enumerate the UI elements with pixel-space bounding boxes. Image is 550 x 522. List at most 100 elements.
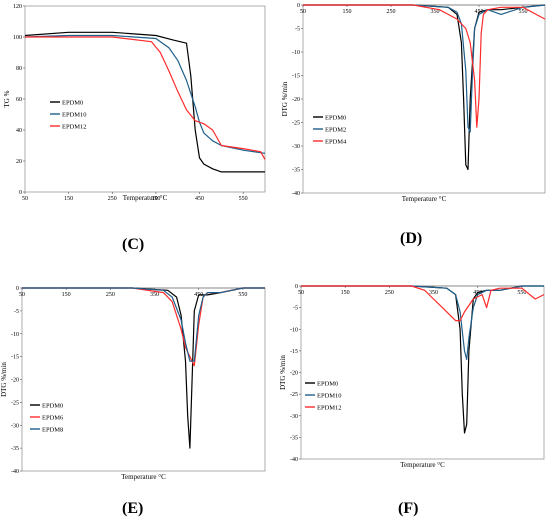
x-tick-label: 50 [298,290,304,296]
panel-label-f: (F) [398,500,419,517]
series-line-epdm12 [25,36,266,160]
y-tick-label: -40 [11,469,19,475]
x-axis-title: Temperature °C [402,195,447,203]
series-line-epdm12 [301,285,545,322]
legend-label: EPDM12 [62,124,87,131]
x-tick-label: 50 [300,9,306,15]
x-tick-label: 50 [19,292,25,298]
y-tick-label: 120 [13,4,22,10]
y-tick-label: -40 [290,457,298,463]
y-tick-label: -25 [11,400,19,406]
y-tick-label: -25 [292,121,300,127]
legend-label: EPDM12 [317,405,342,412]
plot-frame [21,287,266,472]
x-tick-label: 350 [151,196,160,202]
y-tick-label: -15 [290,349,298,355]
x-tick-label: 150 [343,9,352,15]
x-axis-title: Temperature °C [123,194,168,202]
y-tick-label: -20 [290,371,298,377]
x-tick-label: 550 [238,292,247,298]
legend: EPDM0 EPDM6 EPDM8 [30,403,64,434]
x-tick-label: 350 [431,9,440,15]
y-tick-label: 20 [16,159,22,165]
y-tick-label: -5 [14,309,19,315]
y-tick-label: -30 [290,414,298,420]
legend-label: EPDM0 [62,100,83,107]
panel-label-c: (C) [122,236,145,253]
y-tick-label: 60 [16,97,22,103]
x-tick-label: 150 [62,292,71,298]
legend-label: EPDM6 [42,415,64,422]
x-tick-label: 350 [150,292,159,298]
y-tick-label: 80 [16,66,22,72]
plot-frame [302,4,546,194]
x-axis-title: Temperature °C [121,473,166,481]
x-tick-label: 250 [108,196,117,202]
x-axis-title: Temperature °C [400,461,445,469]
legend-label: EPDM0 [325,115,346,122]
y-tick-label: 0 [16,286,19,292]
y-tick-label: 0 [19,190,22,196]
plot-frame [300,285,545,460]
legend-label: EPDM0 [317,381,338,388]
plot-frame [24,5,266,193]
y-tick-label: -15 [11,355,19,361]
y-tick-label: 0 [295,284,298,290]
legend-label: EPDM0 [42,403,63,410]
x-tick-label: 250 [387,9,396,15]
y-tick-label: -25 [290,392,298,398]
y-axis-title: DTG %/min [0,362,8,397]
y-tick-label: -30 [292,144,300,150]
y-tick-label: 100 [13,35,22,41]
series-line-epdm0 [24,31,265,173]
legend-label: EPDM2 [325,127,346,134]
x-tick-label: 350 [429,290,438,296]
y-axis-title: DTG %/min [279,355,287,390]
series-line-epdm0 [22,287,265,449]
x-tick-label: 450 [195,196,204,202]
y-tick-label: -40 [292,191,300,197]
series-line-epdm8 [22,287,265,362]
y-tick-label: -15 [292,74,300,80]
legend: EPDM0 EPDM10 EPDM12 [50,100,87,131]
x-tick-label: 550 [519,9,528,15]
legend-label: EPDM4 [325,139,347,146]
x-tick-label: 50 [22,196,28,202]
x-tick-label: 550 [239,196,248,202]
y-tick-label: -20 [11,378,19,384]
y-tick-label: 40 [16,128,22,134]
legend: EPDM0 EPDM2 EPDM4 [313,115,347,146]
x-tick-label: 250 [385,290,394,296]
y-tick-label: -20 [292,97,300,103]
y-tick-label: -30 [11,423,19,429]
series-line-epdm6 [22,287,265,367]
y-tick-label: -35 [11,446,19,452]
y-axis-title: DTG %/min [281,81,289,116]
legend-label: EPDM10 [317,393,342,400]
series-line-epdm2 [303,4,546,133]
y-tick-label: -10 [290,327,298,333]
series-line-epdm0 [303,4,546,171]
x-tick-label: 150 [64,196,73,202]
y-tick-label: 0 [297,3,300,9]
y-tick-label: -35 [290,435,298,441]
x-tick-label: 250 [106,292,115,298]
y-axis-title: TG % [3,90,11,107]
series-line-epdm4 [303,4,546,128]
panel-label-d: (D) [400,230,423,247]
series-line-epdm10 [301,285,544,361]
y-tick-label: -10 [11,332,19,338]
series-line-epdm10 [24,34,266,154]
legend-label: EPDM8 [42,427,63,434]
y-tick-label: -5 [295,27,300,33]
legend: EPDM0 EPDM10 EPDM12 [305,381,342,412]
legend-label: EPDM10 [62,112,87,119]
panel-label-e: (E) [122,500,144,517]
y-tick-label: -5 [293,306,298,312]
x-tick-label: 150 [341,290,350,296]
y-tick-label: -10 [292,50,300,56]
